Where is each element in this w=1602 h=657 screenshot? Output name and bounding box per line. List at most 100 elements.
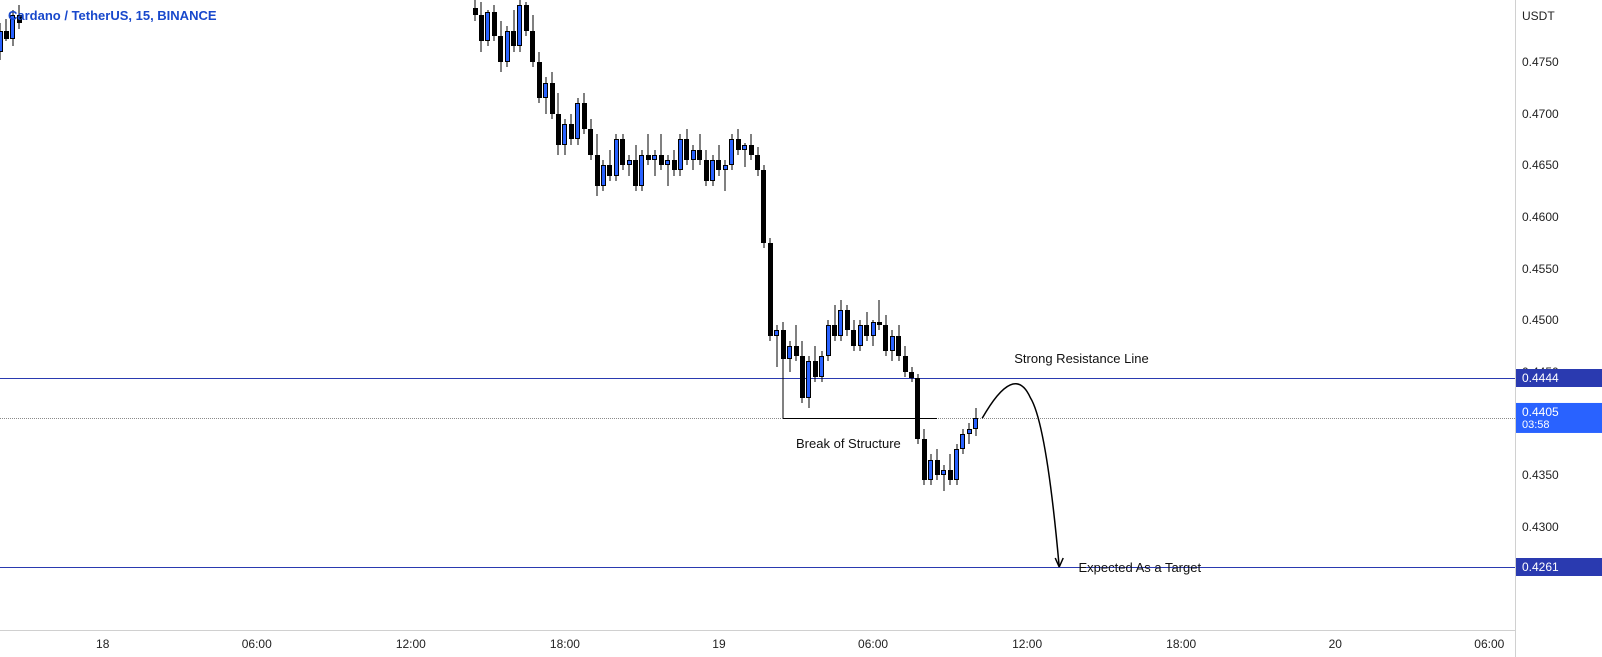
price-tag: 0.4261 xyxy=(1516,558,1602,576)
candle xyxy=(517,0,522,52)
price-tag: 0.4444 xyxy=(1516,369,1602,387)
candle xyxy=(505,26,510,67)
candle xyxy=(639,150,644,191)
candle xyxy=(0,23,3,60)
candle xyxy=(858,320,863,351)
candle xyxy=(845,305,850,336)
candle xyxy=(595,134,600,196)
y-axis-title: USDT xyxy=(1522,9,1555,23)
candle xyxy=(627,155,632,176)
x-tick: 12:00 xyxy=(396,637,426,651)
candle xyxy=(710,155,715,186)
candle xyxy=(864,312,869,341)
candle xyxy=(543,77,548,113)
x-tick: 20 xyxy=(1329,637,1342,651)
candle xyxy=(787,341,792,372)
x-tick: 12:00 xyxy=(1012,637,1042,651)
candle xyxy=(877,300,882,331)
candle xyxy=(761,165,766,248)
x-tick: 19 xyxy=(712,637,725,651)
candle xyxy=(665,155,670,186)
candle xyxy=(530,15,535,67)
candle xyxy=(716,145,721,176)
candle xyxy=(781,322,786,418)
candle xyxy=(838,300,843,341)
candle xyxy=(941,465,946,491)
candle xyxy=(890,330,895,361)
candle xyxy=(511,10,516,51)
candle xyxy=(967,423,972,444)
candle xyxy=(582,93,587,134)
candle xyxy=(678,134,683,175)
x-tick: 06:00 xyxy=(242,637,272,651)
x-axis: 1806:0012:0018:001906:0012:0018:002006:0… xyxy=(0,630,1515,657)
candle xyxy=(498,21,503,73)
candle xyxy=(607,150,612,181)
candle xyxy=(896,325,901,361)
candle xyxy=(704,150,709,186)
candle xyxy=(922,429,927,486)
candle xyxy=(537,52,542,104)
y-tick: 0.4300 xyxy=(1522,520,1559,534)
candle xyxy=(851,320,856,351)
chart-title: Cardano / TetherUS, 15, BINANCE xyxy=(8,8,217,23)
candle xyxy=(485,10,490,46)
chart-plot-area[interactable]: Strong Resistance LineBreak of Structure… xyxy=(0,0,1515,630)
candle xyxy=(524,2,529,36)
candle xyxy=(550,72,555,118)
candle xyxy=(909,367,914,382)
candle xyxy=(774,325,779,366)
candle xyxy=(691,145,696,171)
price-tag: 0.440503:58 xyxy=(1516,403,1602,433)
candle xyxy=(736,129,741,155)
candle xyxy=(755,147,760,176)
candle xyxy=(749,134,754,160)
x-tick: 18 xyxy=(96,637,109,651)
candle xyxy=(588,119,593,160)
y-tick: 0.4700 xyxy=(1522,107,1559,121)
candle xyxy=(479,2,484,52)
candle xyxy=(806,356,811,408)
y-tick: 0.4600 xyxy=(1522,210,1559,224)
y-tick: 0.4500 xyxy=(1522,313,1559,327)
projection-arrow xyxy=(0,0,1515,630)
candle xyxy=(562,119,567,155)
candle xyxy=(794,325,799,361)
candle xyxy=(742,143,747,168)
candle xyxy=(768,238,773,341)
candle xyxy=(826,320,831,361)
candle xyxy=(960,429,965,455)
candle xyxy=(575,98,580,144)
candle xyxy=(948,454,953,485)
candle xyxy=(646,134,651,165)
candle xyxy=(620,134,625,170)
candle xyxy=(652,150,657,176)
candle xyxy=(672,150,677,176)
x-tick: 06:00 xyxy=(1474,637,1504,651)
candle xyxy=(954,444,959,485)
y-tick: 0.4650 xyxy=(1522,158,1559,172)
candle xyxy=(723,160,728,191)
candle xyxy=(973,408,978,436)
candle xyxy=(871,320,876,346)
candle xyxy=(915,374,920,444)
candle xyxy=(935,449,940,480)
candle xyxy=(819,351,824,382)
y-tick: 0.4350 xyxy=(1522,468,1559,482)
candle xyxy=(800,341,805,403)
candle xyxy=(633,145,638,191)
candle xyxy=(569,114,574,145)
y-axis: USDT 0.4750 0.4700 0.4650 0.4600 0.4550 0.450… xyxy=(1515,0,1602,657)
candle xyxy=(659,134,664,170)
candle xyxy=(473,0,478,21)
candle xyxy=(729,134,734,170)
y-tick: 0.4550 xyxy=(1522,262,1559,276)
x-tick: 18:00 xyxy=(550,637,580,651)
candle xyxy=(813,346,818,382)
candle xyxy=(697,134,702,165)
y-tick: 0.4750 xyxy=(1522,55,1559,69)
candle xyxy=(614,134,619,180)
candle xyxy=(903,346,908,377)
candle xyxy=(684,129,689,165)
candle xyxy=(601,160,606,191)
